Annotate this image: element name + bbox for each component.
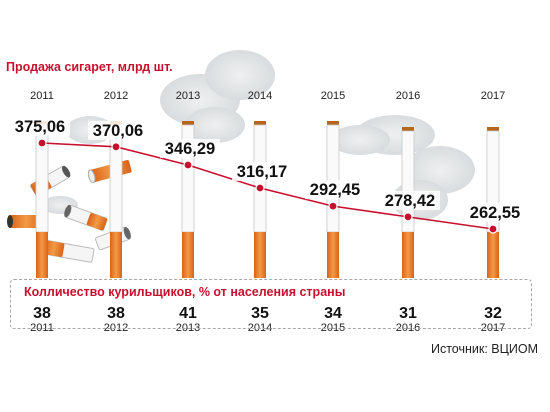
data-point xyxy=(111,142,121,152)
value-label: 370,06 xyxy=(93,122,143,140)
year-label-top: 2014 xyxy=(248,90,272,102)
value-label: 292,45 xyxy=(310,181,360,199)
value-label-bg xyxy=(88,120,148,140)
smokers-value: 35 xyxy=(251,305,269,322)
source-note: Источник: ВЦИОМ xyxy=(430,342,538,356)
smokers-value: 34 xyxy=(324,305,342,322)
value-label: 278,42 xyxy=(385,192,435,210)
value-label-bg xyxy=(160,138,220,158)
data-point xyxy=(403,212,413,222)
smokers-value: 38 xyxy=(33,305,51,322)
cigarette-icon xyxy=(35,121,49,278)
cigarette-icon xyxy=(486,127,500,278)
year-label-top: 2015 xyxy=(321,90,345,102)
year-label-top: 2017 xyxy=(481,90,505,102)
chart-title: Продажа сигарет, млрд шт. xyxy=(6,60,173,74)
value-label: 316,17 xyxy=(237,163,287,181)
cigarette-icon xyxy=(326,121,340,278)
value-label: 346,29 xyxy=(165,140,215,158)
smokers-panel xyxy=(10,279,532,329)
year-label-top: 2016 xyxy=(396,90,420,102)
value-label-bg xyxy=(232,162,292,182)
value-label-bg xyxy=(380,190,440,210)
data-point xyxy=(488,224,498,234)
smokers-value: 31 xyxy=(399,305,417,322)
value-label-bg xyxy=(465,203,525,222)
value-label-bg xyxy=(10,117,70,136)
smokers-value: 38 xyxy=(107,305,125,322)
year-label-top: 2012 xyxy=(104,90,128,102)
value-label-bg xyxy=(305,180,365,200)
data-point xyxy=(328,201,338,211)
smokers-title: Колличество курильщиков, % от населения … xyxy=(24,285,346,299)
smokers-value: 32 xyxy=(484,305,502,322)
data-point xyxy=(37,138,47,148)
value-label: 375,06 xyxy=(15,118,65,136)
smokers-value: 41 xyxy=(179,305,197,322)
data-point xyxy=(255,183,265,193)
year-label-top: 2013 xyxy=(176,90,200,102)
data-point xyxy=(183,160,193,170)
cigarette-icon xyxy=(253,121,267,278)
value-label: 262,55 xyxy=(470,204,520,222)
year-label-top: 2011 xyxy=(30,90,54,102)
